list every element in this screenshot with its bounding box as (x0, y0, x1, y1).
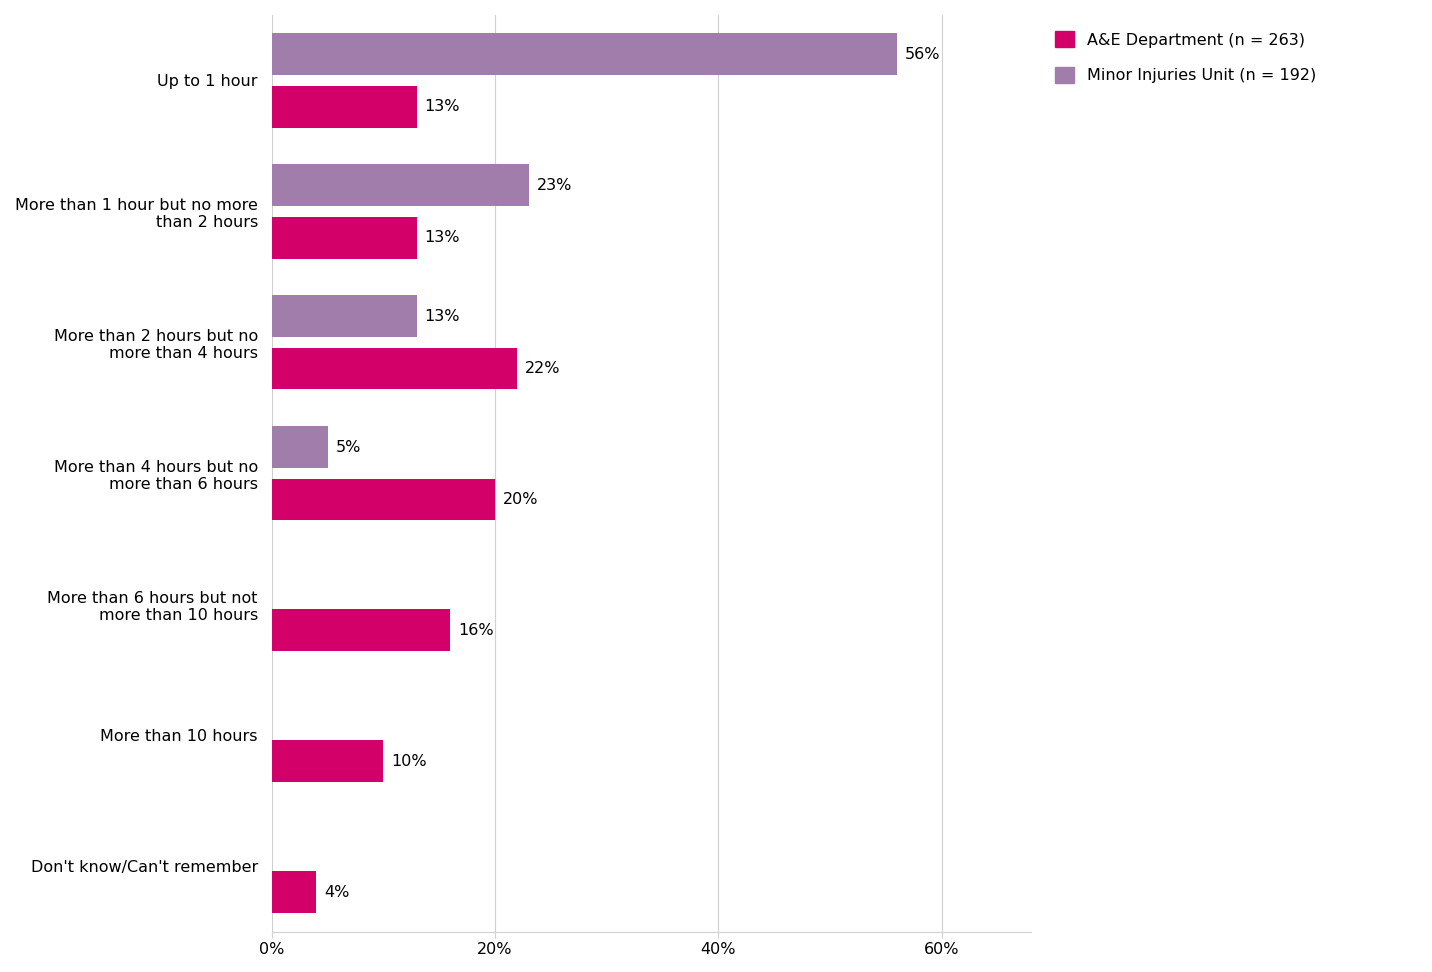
Text: 16%: 16% (458, 623, 494, 638)
Legend: A&E Department (n = 263), Minor Injuries Unit (n = 192): A&E Department (n = 263), Minor Injuries… (1047, 23, 1323, 91)
Text: 13%: 13% (425, 309, 460, 324)
Text: 10%: 10% (391, 754, 427, 769)
Bar (272, 871, 316, 914)
Text: 20%: 20% (503, 492, 538, 507)
Bar (272, 164, 528, 206)
Bar (272, 348, 517, 390)
Bar (272, 295, 417, 337)
Bar (272, 217, 417, 259)
Text: 4%: 4% (324, 885, 349, 900)
Bar (272, 33, 896, 75)
Bar (272, 609, 451, 651)
Bar (272, 426, 328, 469)
Text: 23%: 23% (537, 178, 571, 192)
Text: 5%: 5% (335, 439, 361, 455)
Bar (272, 86, 417, 127)
Text: 22%: 22% (526, 361, 561, 376)
Bar (272, 741, 384, 782)
Text: 13%: 13% (425, 99, 460, 114)
Text: 56%: 56% (905, 47, 941, 62)
Text: 13%: 13% (425, 230, 460, 245)
Bar (272, 478, 495, 520)
